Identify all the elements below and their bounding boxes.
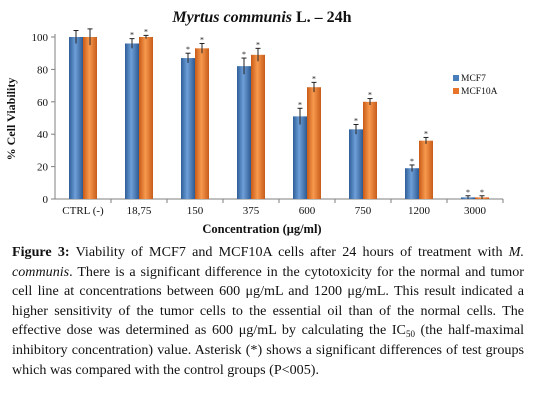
- bar-mcf7: [237, 66, 251, 199]
- significance-asterisk: *: [130, 31, 134, 40]
- significance-asterisk: *: [186, 45, 190, 54]
- caption-text-2: . There is a significant difference in t…: [12, 263, 524, 339]
- caption-subscript: 50: [405, 329, 415, 340]
- bar-mcf7: [125, 43, 139, 200]
- significance-asterisk: *: [410, 157, 414, 166]
- figure-caption: Figure 3: Viability of MCF7 and MCF10A c…: [12, 243, 524, 380]
- significance-asterisk: *: [480, 188, 484, 197]
- legend: MCF7 MCF10A: [453, 74, 498, 97]
- bar-mcf10a: [251, 54, 265, 199]
- chart-title-rest: L. – 24h: [292, 9, 352, 26]
- x-tick-label: 600: [299, 205, 316, 217]
- significance-asterisk: *: [242, 50, 246, 59]
- bar-mcf10a: [363, 101, 377, 199]
- x-tick-label: 750: [355, 205, 372, 217]
- bar-mcf7: [405, 168, 419, 199]
- bar-mcf7: [181, 58, 195, 200]
- x-tick-label: 1200: [408, 205, 431, 217]
- y-tick-label: 100: [32, 32, 49, 44]
- caption-label: Figure 3:: [12, 244, 70, 260]
- legend-swatch-mcf10a: [453, 88, 459, 94]
- significance-asterisk: *: [200, 35, 204, 44]
- bar-chart: Myrtus communis L. – 24h % Cell Viabilit…: [4, 9, 504, 236]
- legend-swatch-mcf7: [453, 75, 459, 81]
- caption-text-1: Viability of MCF7 and MCF10A cells after…: [69, 244, 509, 260]
- x-axis-label: Concentration (μg/ml): [202, 222, 321, 236]
- significance-asterisk: *: [312, 74, 316, 83]
- bar-mcf10a: [307, 87, 321, 199]
- legend-label-mcf7: MCF7: [461, 74, 486, 84]
- significance-asterisk: *: [424, 129, 428, 138]
- significance-asterisk: *: [144, 27, 148, 36]
- bar-mcf10a: [195, 48, 209, 200]
- y-tick-label: 0: [43, 194, 49, 206]
- significance-asterisk: *: [354, 116, 358, 125]
- y-tick-label: 20: [37, 162, 49, 174]
- bar-mcf7: [293, 116, 307, 199]
- y-tick-label: 80: [37, 64, 49, 76]
- x-tick-label: 18,75: [127, 205, 152, 217]
- x-tick-label: CTRL (-): [62, 205, 104, 217]
- significance-asterisk: *: [466, 188, 470, 197]
- bar-mcf10a: [139, 37, 153, 199]
- x-tick-label: 375: [243, 205, 260, 217]
- legend-label-mcf10a: MCF10A: [461, 87, 498, 97]
- bar-mcf10a: [419, 140, 433, 199]
- significance-asterisk: *: [256, 40, 260, 49]
- x-tick-label: 150: [187, 205, 204, 217]
- bar-mcf10a: [83, 37, 97, 199]
- caption-species: M. communis: [12, 244, 525, 280]
- y-axis-label: % Cell Viability: [4, 78, 18, 161]
- plot-area: 0 20 40 60 80 100 CTRL (-) 18,75 * * 150 * * 375 * * 600…: [32, 27, 504, 217]
- significance-asterisk: *: [298, 100, 302, 109]
- chart-title: Myrtus communis L. – 24h: [171, 9, 351, 26]
- y-tick-label: 40: [37, 129, 49, 141]
- bar-mcf7: [69, 37, 83, 199]
- bar-mcf7: [349, 129, 363, 199]
- chart-title-species: Myrtus communis: [171, 9, 292, 26]
- x-tick-label: 3000: [464, 205, 487, 217]
- y-tick-label: 60: [37, 97, 49, 109]
- significance-asterisk: *: [368, 91, 372, 100]
- caption-text-3: (the half-maximal inhibitory concentrati…: [12, 322, 524, 378]
